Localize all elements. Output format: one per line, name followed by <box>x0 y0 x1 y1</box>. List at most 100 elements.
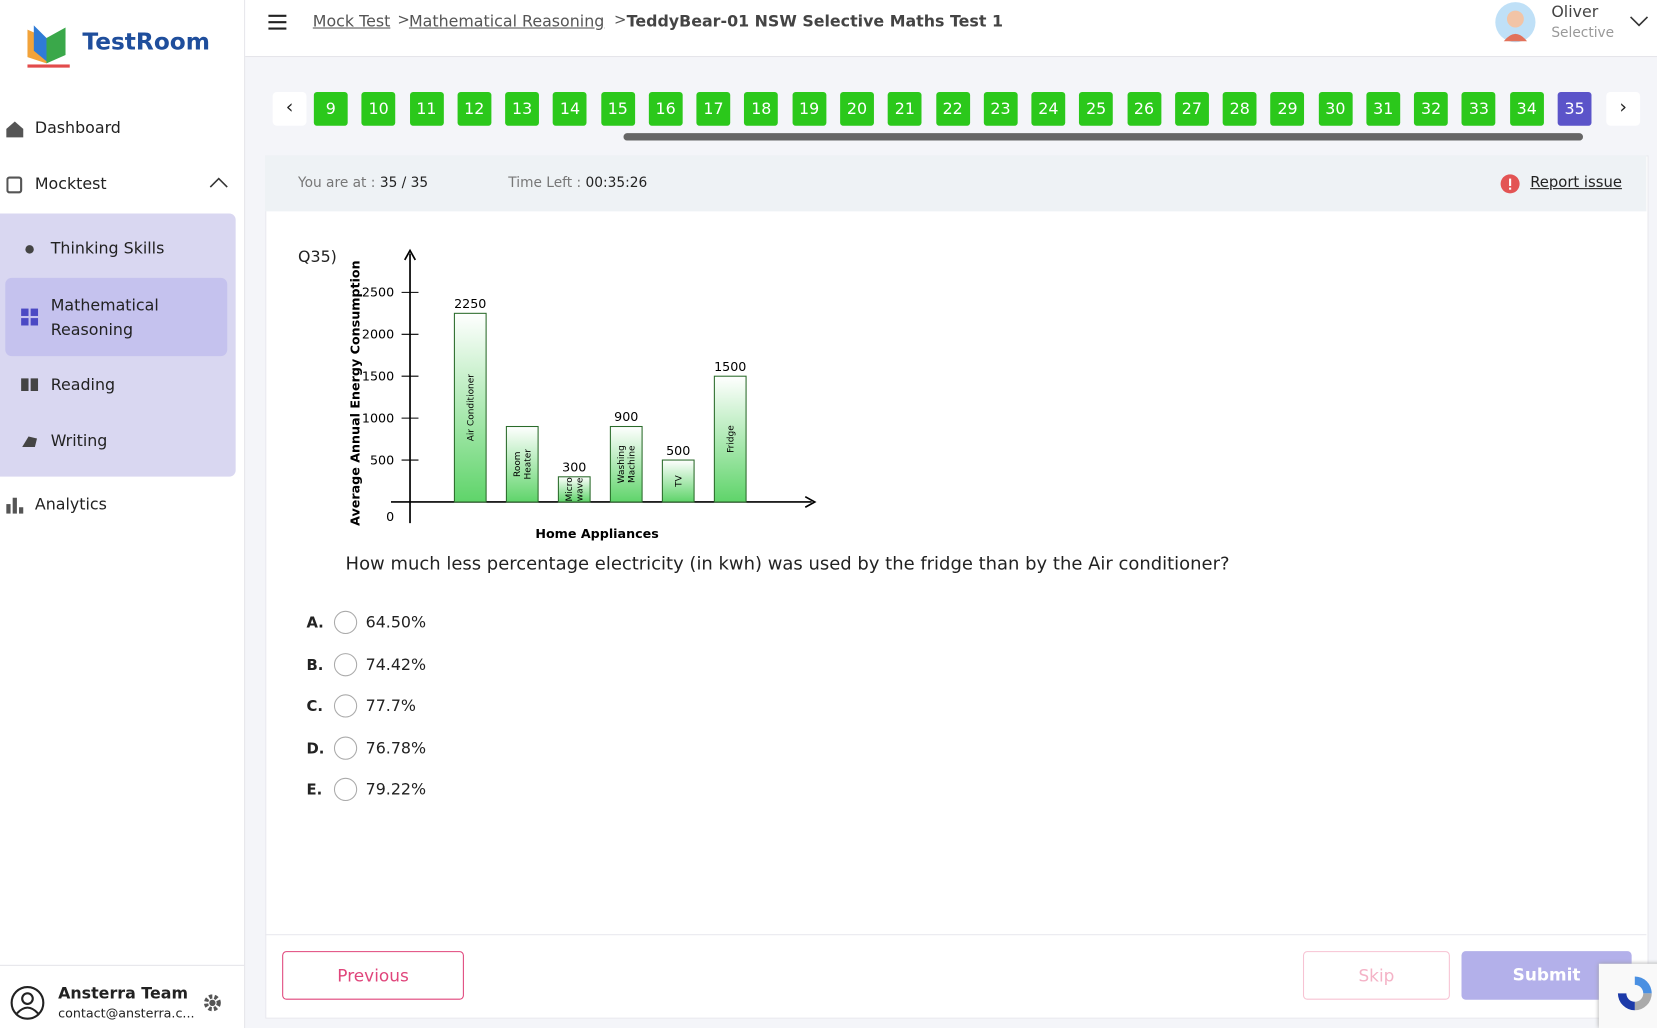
value-label: 300 <box>562 460 586 475</box>
recaptcha-icon <box>1617 976 1652 1011</box>
question-number-button[interactable]: 11 <box>409 91 444 126</box>
question-number-button[interactable]: 15 <box>600 91 635 126</box>
option-letter: D. <box>306 740 325 758</box>
icon <box>6 121 24 138</box>
option-letter: B. <box>306 656 324 674</box>
bar <box>505 425 539 503</box>
header-user-role: Selective <box>1551 25 1615 42</box>
value-label: 500 <box>666 443 690 458</box>
question-number-button[interactable]: 32 <box>1414 91 1448 126</box>
question-number-button[interactable]: 27 <box>1174 91 1209 126</box>
question-number-button[interactable]: 31 <box>1366 91 1401 126</box>
icon <box>6 176 23 194</box>
question-number-button[interactable]: 17 <box>696 91 731 126</box>
bar <box>557 476 591 503</box>
user-avatar[interactable] <box>1494 1 1536 43</box>
question-number-button[interactable]: 22 <box>935 91 970 126</box>
logo-icon <box>27 25 70 68</box>
option-radio[interactable] <box>333 652 358 676</box>
question-number-button[interactable]: 14 <box>553 91 587 126</box>
question-number-button[interactable]: 12 <box>457 91 492 126</box>
separator: > <box>397 11 410 29</box>
nav-item[interactable]: Dashboard <box>34 118 121 138</box>
scrollbar[interactable] <box>623 133 1584 141</box>
option-radio[interactable] <box>333 736 358 760</box>
x-axis-label: Home Appliances <box>535 526 658 541</box>
breadcrumb[interactable]: Mock Test <box>312 11 391 31</box>
nav-item[interactable]: Mocktest <box>34 174 107 194</box>
settings-icon[interactable] <box>203 993 222 1012</box>
nav-next[interactable]: › <box>1606 91 1641 126</box>
submenu-item[interactable]: Thinking Skills <box>50 238 165 258</box>
question-number-button[interactable]: 21 <box>887 91 922 126</box>
question-number-button[interactable]: 19 <box>792 91 827 126</box>
question-number-button[interactable]: 26 <box>1127 91 1161 126</box>
category-label: TV <box>674 474 684 487</box>
value-label: 1500 <box>714 359 746 374</box>
header-user-name: Oliver <box>1551 2 1599 22</box>
y-tick-label: 2500 <box>362 285 394 300</box>
breadcrumb[interactable]: Mathematical Reasoning <box>408 11 605 31</box>
bar <box>453 312 487 503</box>
previous-button[interactable]: Previous <box>282 951 464 1000</box>
chart-body: Home Appliances Average Annual Energy Co… <box>347 248 817 541</box>
question-card <box>265 155 1649 1019</box>
category-label: Microwave <box>565 477 586 501</box>
nav-prev[interactable]: ‹ <box>272 91 307 126</box>
time-label: Time Left : <box>508 175 582 192</box>
question-number-button[interactable]: 18 <box>744 91 779 126</box>
value-label: 2250 <box>454 296 486 311</box>
nav-item[interactable]: Analytics <box>34 494 107 514</box>
category-label: RoomHeater <box>513 449 534 480</box>
divider <box>0 964 245 966</box>
submenu-item[interactable]: Writing <box>50 431 108 451</box>
submenu-item[interactable]: Mathematical Reasoning <box>50 295 159 340</box>
option-letter: C. <box>306 698 323 716</box>
menu-icon[interactable] <box>267 14 288 31</box>
option-text: 77.7% <box>365 696 417 716</box>
active-item <box>5 277 228 357</box>
sidebar: TestRoom Dashboard Mocktest Thinking Ski… <box>0 0 246 1028</box>
question-number-button[interactable]: 9 <box>313 91 348 126</box>
question-number-button[interactable]: 25 <box>1079 91 1114 126</box>
header <box>245 0 1657 58</box>
question-number-button[interactable]: 35 <box>1557 91 1592 126</box>
time-value: 00:35:26 <box>585 175 648 192</box>
category-label: WashingMachine <box>617 445 638 483</box>
question-number-button[interactable]: 20 <box>840 91 874 126</box>
position-label: You are at : <box>298 175 376 192</box>
divider <box>265 934 1647 936</box>
report-issue[interactable]: Report issue <box>1530 174 1622 192</box>
question-number-button[interactable]: 33 <box>1461 91 1496 126</box>
option-radio[interactable] <box>333 777 358 802</box>
y-tick-label: 500 <box>370 452 394 467</box>
y-axis-label: Average Annual Energy Consumption <box>347 260 362 526</box>
axes <box>391 248 817 524</box>
option-radio[interactable] <box>333 694 358 718</box>
question-number-button[interactable]: 23 <box>983 91 1018 126</box>
submenu-item[interactable]: Reading <box>50 375 116 395</box>
option-radio[interactable] <box>333 610 358 635</box>
icon <box>25 245 34 254</box>
category-label: Air Conditioner <box>466 374 476 441</box>
user-email: contact@ansterra.c... <box>58 1006 195 1021</box>
question-number-button[interactable]: 28 <box>1222 91 1257 126</box>
chart: Home Appliances Average Annual Energy Co… <box>347 248 817 541</box>
question-number-button[interactable]: 16 <box>648 91 683 126</box>
question-number-button[interactable]: 24 <box>1031 91 1066 126</box>
question-number-button[interactable]: 34 <box>1509 91 1544 126</box>
chevron[interactable] <box>1628 15 1649 28</box>
category-label: Fridge <box>726 425 736 453</box>
time-left: Time Left : 00:35:26 <box>508 175 647 191</box>
question-number-button[interactable]: 13 <box>505 91 540 126</box>
icon <box>21 378 39 392</box>
alert-icon <box>1500 174 1520 194</box>
option-text: 74.42% <box>365 654 427 674</box>
bar <box>713 375 747 503</box>
y-tick-label: 1500 <box>362 368 394 383</box>
chevron <box>209 177 228 188</box>
question-number-button[interactable]: 30 <box>1318 91 1353 126</box>
skip-button[interactable]: Skip <box>1302 951 1450 1000</box>
question-number-button[interactable]: 10 <box>361 91 396 126</box>
question-number-button[interactable]: 29 <box>1270 91 1305 126</box>
